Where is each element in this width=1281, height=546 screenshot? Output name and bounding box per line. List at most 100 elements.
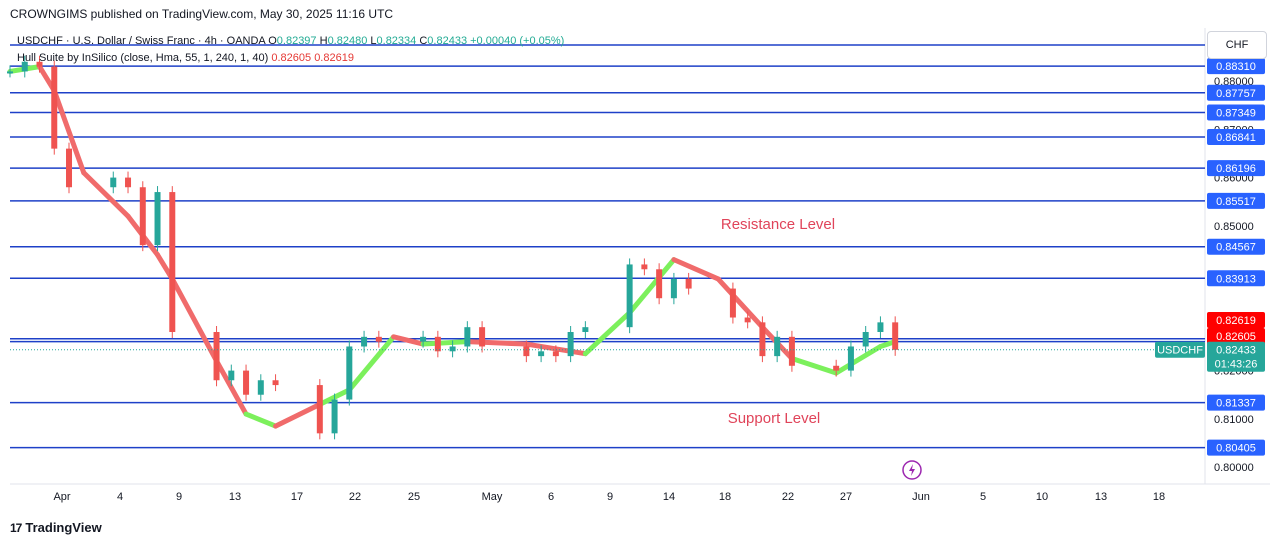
candle-body (670, 278, 677, 299)
support-annotation: Support Level (728, 410, 821, 427)
currency-button[interactable]: CHF (1207, 31, 1267, 59)
symbol-price-tag (1155, 341, 1205, 358)
time-tick-label: 27 (840, 491, 852, 503)
candle-body (656, 269, 663, 299)
hull-band-segment (243, 411, 279, 429)
time-tick-label: Apr (53, 491, 70, 503)
candle-body (788, 336, 795, 366)
candle-body (154, 192, 161, 246)
time-tick-label: 22 (782, 491, 794, 503)
candle-body (139, 187, 146, 246)
candle-body (877, 322, 884, 332)
high-value: 0.82480 (327, 35, 368, 47)
open-value: 0.82397 (276, 35, 317, 47)
time-tick-label: 18 (1153, 491, 1165, 503)
candle-body (729, 288, 736, 318)
candle-body (479, 327, 486, 347)
lightning-icon (909, 464, 915, 476)
candle-body (582, 327, 589, 332)
level-price-label: 0.87757 (1216, 88, 1256, 100)
candle-body (316, 385, 323, 434)
level-price-tag (1207, 58, 1265, 75)
level-price-tag (1207, 192, 1265, 209)
level-price-tag (1207, 129, 1265, 146)
low-label: L (370, 35, 377, 47)
level-price-label: 0.85517 (1216, 196, 1256, 208)
symbol-tag-label: USDCHF (1157, 345, 1203, 357)
hull-band-segment (789, 356, 839, 376)
candle-body (169, 192, 176, 332)
indicator-legend: Hull Suite by InSilico (close, Hma, 55, … (17, 52, 354, 64)
indicator-name: Hull Suite by InSilico (close, Hma, 55, … (17, 52, 269, 64)
candle-body (420, 336, 427, 342)
candle-body (228, 370, 235, 381)
close-label: C (419, 35, 428, 47)
level-price-label: 0.86196 (1216, 163, 1256, 175)
candle-body (125, 177, 132, 188)
change-value: +0.00040 (+0.05%) (470, 35, 565, 47)
close-value: 0.82433 (427, 35, 468, 47)
hull-band-segment (582, 310, 633, 357)
brand-name: TradingView (25, 520, 102, 535)
tradingview-brand[interactable]: 17 TradingView (10, 520, 102, 535)
bar-countdown-label: 01:43:26 (1215, 359, 1258, 371)
hull-band-segment (391, 334, 426, 347)
candle-body (523, 346, 530, 357)
candle-body (744, 317, 751, 323)
hull-lower-tag (1207, 328, 1265, 344)
candle-body (685, 278, 692, 289)
level-price-label: 0.80405 (1216, 443, 1256, 455)
time-tick-label: May (482, 491, 503, 503)
price-tick-label: 0.81000 (1214, 414, 1254, 426)
candle-body (110, 177, 117, 188)
level-price-label: 0.83913 (1216, 273, 1256, 285)
low-value: 0.82334 (376, 35, 417, 47)
time-tick-label: 9 (607, 491, 613, 503)
candle-body (7, 71, 13, 74)
hull-band-segment (51, 88, 87, 176)
symbol-legend: USDCHF · U.S. Dollar / Swiss Franc · 4h … (17, 35, 564, 47)
candle-body (331, 399, 338, 434)
level-price-tag (1207, 394, 1265, 411)
indicator-value-1: 0.82605 (271, 52, 312, 64)
candle-body (272, 380, 279, 386)
open-label: O (268, 35, 277, 47)
hull-upper-label: 0.82619 (1216, 315, 1256, 327)
hull-band-segment (346, 334, 397, 393)
level-price-label: 0.86841 (1216, 132, 1256, 144)
last-price-tag (1207, 341, 1265, 372)
hull-band-segment (169, 276, 220, 364)
time-tick-label: 22 (349, 491, 361, 503)
time-tick-label: 13 (229, 491, 241, 503)
symbol-line: USDCHF · U.S. Dollar / Swiss Franc · 4h … (17, 35, 266, 47)
level-price-label: 0.87349 (1216, 107, 1256, 119)
level-price-tag (1207, 439, 1265, 456)
price-tick-label: 0.85000 (1214, 221, 1254, 233)
candle-body (257, 380, 264, 395)
last-price-label: 0.82433 (1216, 345, 1256, 357)
high-label: H (319, 35, 328, 47)
time-tick-label: 5 (980, 491, 986, 503)
hull-upper-tag (1207, 312, 1265, 328)
candle-body (626, 264, 633, 328)
candle-body (538, 351, 545, 357)
hull-band-segment (273, 401, 323, 429)
time-tick-label: 25 (408, 491, 420, 503)
candle-body (862, 332, 869, 347)
candle-body (567, 332, 574, 357)
resistance-annotation: Resistance Level (721, 216, 835, 233)
level-price-tag (1207, 104, 1265, 121)
published-caption: CROWNGIMS published on TradingView.com, … (10, 7, 394, 21)
candle-body (847, 346, 854, 371)
candle-body (213, 332, 220, 381)
level-price-label: 0.88310 (1216, 61, 1256, 73)
candle-body (552, 351, 559, 357)
time-tick-label: 18 (719, 491, 731, 503)
level-price-label: 0.81337 (1216, 398, 1256, 410)
candle-body (641, 264, 648, 270)
hull-band-segment (81, 170, 131, 219)
tradingview-logo-icon: 17 (10, 520, 22, 535)
candle-body (51, 66, 58, 149)
candle-body (759, 322, 766, 357)
